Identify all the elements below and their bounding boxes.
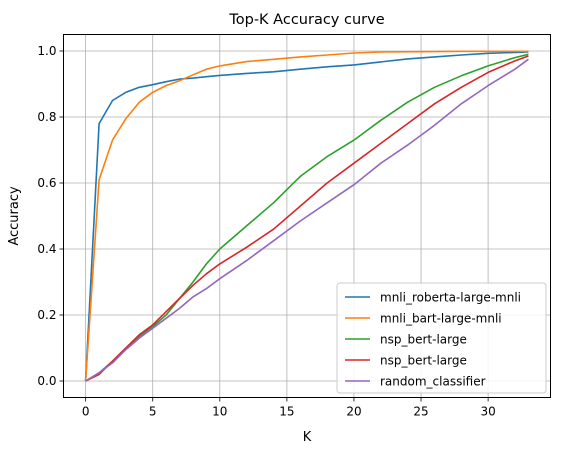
- legend-label: random_classifier: [380, 375, 486, 389]
- y-tick-label: 0.2: [37, 308, 56, 322]
- x-axis-label: K: [303, 430, 312, 445]
- x-tick-label: 30: [480, 405, 495, 419]
- x-tick-label: 0: [82, 405, 90, 419]
- x-tick-label: 20: [346, 405, 361, 419]
- y-tick-label: 0.4: [37, 242, 56, 256]
- legend: mnli_roberta-large-mnli mnli_bart-large-m…: [336, 282, 547, 394]
- legend-label: mnli_bart-large-mnli: [380, 312, 502, 326]
- series-line-2: [84, 50, 529, 382]
- grid: [63, 34, 551, 398]
- y-axis-label: Accuracy: [7, 186, 22, 246]
- y-tick-label: 0.0: [37, 374, 56, 388]
- y-axis: 0.0 0.2 0.4 0.6 0.8 1.0: [37, 44, 64, 388]
- y-tick-label: 0.6: [37, 176, 56, 190]
- chart-title: Top-K Accuracy curve: [228, 12, 384, 28]
- x-tick-label: 5: [149, 405, 157, 419]
- series-line-1: [84, 51, 529, 382]
- y-tick-label: 0.8: [37, 110, 56, 124]
- series-line-5: [85, 58, 529, 382]
- series-line-4: [85, 55, 529, 382]
- legend-label: nsp_bert-large: [380, 333, 467, 347]
- x-tick-label: 10: [212, 405, 227, 419]
- plot-frame: [63, 34, 551, 398]
- series-layer: [84, 50, 529, 382]
- x-tick-label: 15: [279, 405, 294, 419]
- y-tick-label: 1.0: [37, 44, 56, 58]
- legend-label: nsp_bert-large: [380, 354, 467, 368]
- x-tick-label: 25: [413, 405, 428, 419]
- legend-label: mnli_roberta-large-mnli: [380, 291, 521, 305]
- x-axis: 0 5 10 15 20 25 30: [82, 397, 496, 419]
- legend-box: [336, 282, 547, 394]
